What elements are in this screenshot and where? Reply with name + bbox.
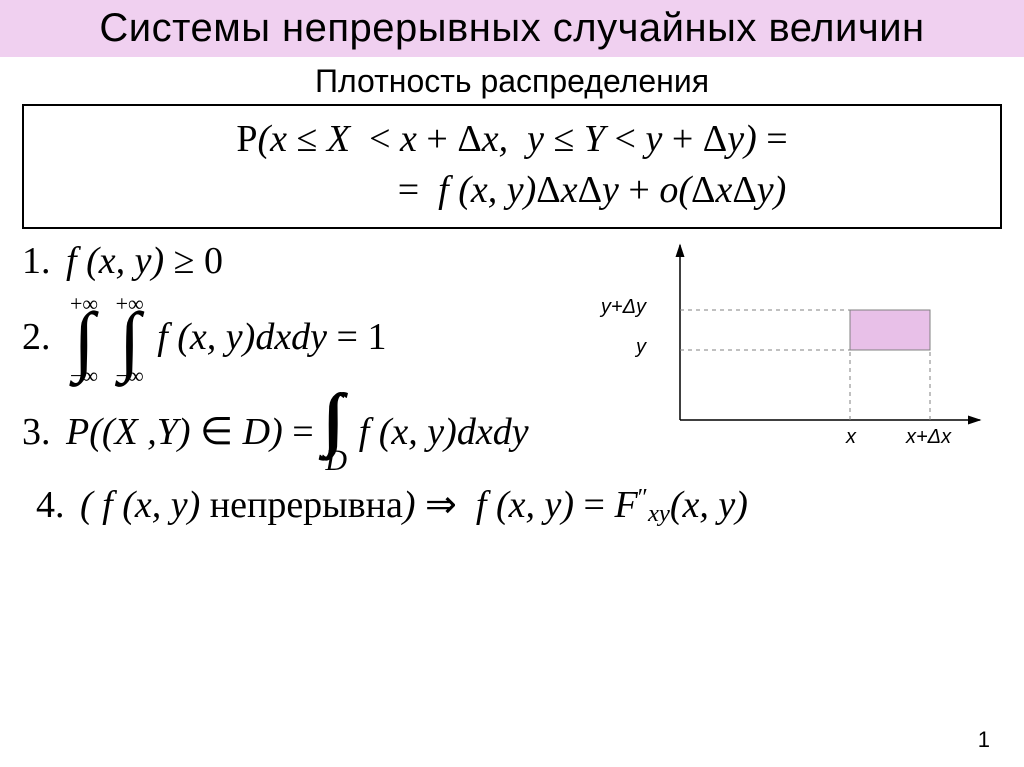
integral-domain: D <box>325 446 347 476</box>
region-diagram: y+Δy y x x+Δx <box>590 240 990 470</box>
eq3-num: 3. <box>22 411 51 453</box>
eq2-num: 2. <box>22 316 51 358</box>
slide-title: Системы непрерывных случайных величин <box>0 0 1024 57</box>
lim-bot-1: −∞ <box>70 365 98 387</box>
integral-1: +∞ ∫ −∞ <box>70 293 98 388</box>
eq4-num: 4. <box>36 484 65 526</box>
eq1-num: 1. <box>22 240 51 282</box>
formula-line-1: P(x ≤ X < x + Δx, y ≤ Y < y + Δy) = <box>36 114 988 165</box>
label-x-dx: x+Δx <box>906 426 951 449</box>
density-definition-box: P(x ≤ X < x + Δx, y ≤ Y < y + Δy) = = f … <box>22 104 1002 229</box>
prime: ″ <box>638 484 648 511</box>
formula-line-2: = f (x, y)ΔxΔy + o(ΔxΔy) <box>36 165 988 216</box>
double-integral: ∫∫ D <box>325 395 347 476</box>
slide: Системы непрерывных случайных величин Пл… <box>0 0 1024 767</box>
label-x: x <box>846 426 856 449</box>
continuous-word: непрерывна <box>210 484 403 526</box>
page-number: 1 <box>978 727 990 753</box>
subscript-xy: xy <box>648 500 670 527</box>
slide-subtitle: Плотность распределения <box>0 63 1024 100</box>
label-y-dy: y+Δy <box>601 296 646 319</box>
lim-bot-2: −∞ <box>116 365 144 387</box>
property-4: 4. ( f (x, y) непрерывна) ⇒ f (x, y) = F… <box>22 482 1002 528</box>
integral-2: +∞ ∫ −∞ <box>116 293 144 388</box>
label-y: y <box>636 336 646 359</box>
